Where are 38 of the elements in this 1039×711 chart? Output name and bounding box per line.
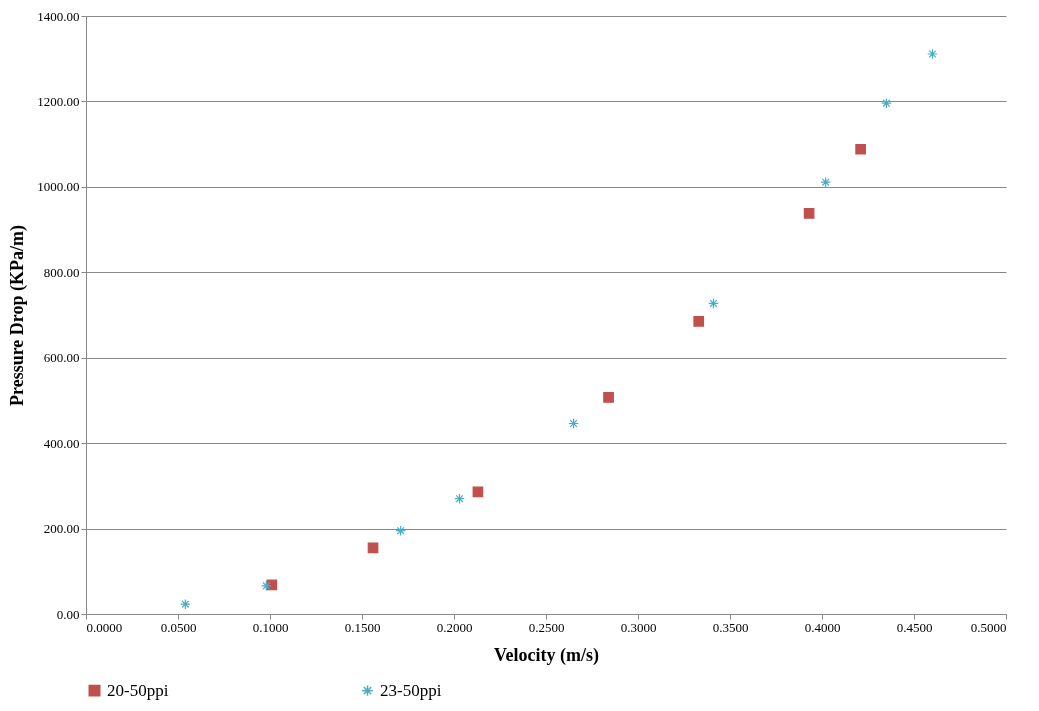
point	[855, 143, 866, 155]
y-tick-label: 1400.00	[37, 8, 80, 24]
point	[603, 392, 614, 403]
x-tick-label: 0.4000	[804, 619, 841, 635]
point	[820, 176, 832, 188]
point	[472, 486, 484, 498]
x-tick-label: 0.1500	[344, 619, 381, 635]
y-axis-title: Pressure Drop (KPa/m)	[7, 225, 29, 406]
y-tick-label: 200.00	[43, 521, 80, 537]
y-tick-label: 1200.00	[37, 93, 80, 109]
x-tick-label: 0.4500	[896, 619, 933, 635]
point	[395, 525, 406, 537]
x-tick-label: 0.2500	[528, 619, 565, 635]
legend-label: 23-50ppi	[380, 680, 442, 700]
point	[180, 598, 191, 610]
x-tick-label: 0.3000	[620, 619, 657, 635]
x-tick-label: 0.5000	[970, 619, 1007, 635]
x-tick-label: 0.3500	[712, 619, 749, 635]
y-tick-label: 800.00	[43, 264, 80, 280]
point	[260, 580, 272, 592]
point	[708, 298, 719, 309]
point	[803, 208, 815, 219]
y-tick-label: 600.00	[43, 350, 80, 366]
point	[881, 97, 892, 109]
y-tick-label: 0.00	[56, 606, 80, 622]
x-tick-label: 0.0000	[86, 619, 123, 635]
x-tick-label: 0.0500	[160, 619, 197, 635]
point	[568, 418, 579, 429]
x-tick-label: 0.2000	[436, 619, 473, 635]
point	[693, 316, 705, 327]
legend-label: 20-50ppi	[107, 680, 169, 700]
point	[367, 542, 379, 554]
point	[454, 493, 465, 505]
point	[927, 48, 938, 60]
x-tick-label: 0.1000	[252, 619, 289, 635]
x-axis-title: Velocity (m/s)	[494, 644, 599, 666]
y-tick-label: 1000.00	[37, 179, 80, 195]
y-tick-label: 400.00	[43, 435, 80, 451]
